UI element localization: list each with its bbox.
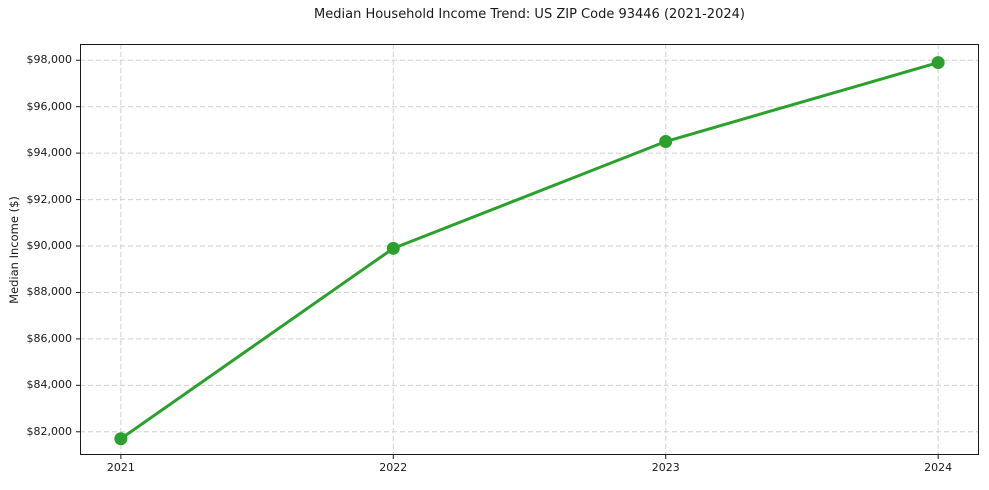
data-point-marker bbox=[386, 241, 400, 255]
x-tick-label: 2023 bbox=[651, 461, 680, 474]
data-point-marker bbox=[931, 56, 945, 70]
y-tick-label: $82,000 bbox=[26, 424, 73, 438]
y-tick-label: $98,000 bbox=[26, 53, 73, 67]
x-tick-label: 2021 bbox=[106, 461, 135, 474]
data-point-marker bbox=[659, 135, 673, 149]
x-tick-label: 2024 bbox=[924, 461, 953, 474]
y-tick-label: $84,000 bbox=[26, 378, 73, 392]
y-tick-label: $86,000 bbox=[26, 331, 73, 345]
chart-title: Median Household Income Trend: US ZIP Co… bbox=[314, 7, 745, 22]
y-tick-label: $94,000 bbox=[26, 146, 73, 160]
y-tick-label: $88,000 bbox=[26, 285, 73, 299]
data-point-marker bbox=[114, 432, 128, 446]
y-tick-label: $90,000 bbox=[26, 239, 73, 253]
y-tick-label: $96,000 bbox=[26, 99, 73, 113]
trend-line bbox=[119, 61, 940, 441]
plot-border bbox=[80, 44, 979, 455]
x-tick-label: 2022 bbox=[379, 461, 408, 474]
y-tick-label: $92,000 bbox=[26, 192, 73, 206]
